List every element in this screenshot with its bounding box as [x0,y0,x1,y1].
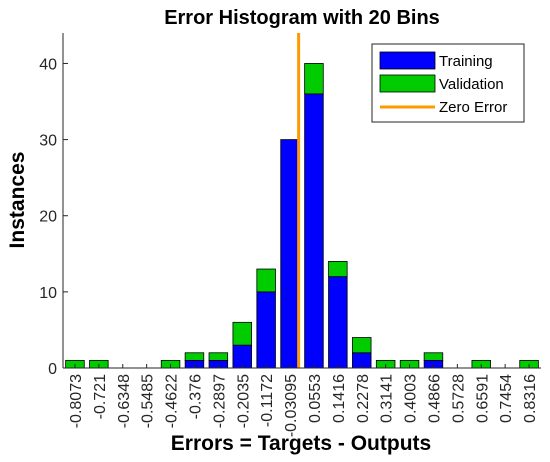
x-tick-label: -0.6348 [116,374,133,428]
x-ticks-group: -0.8073 -0.721 -0.6348 -0.5485 -0.4622 -0.376… [68,364,539,437]
bar-validation-8 [256,268,276,293]
x-tick-label: -0.2897 [211,374,228,428]
x-tick-label: -0.2035 [235,374,252,428]
x-tick-label: 0.2278 [355,374,372,423]
x-tick-label: 0.6591 [474,374,491,423]
legend-training-label: Training [439,53,493,70]
axes-group [62,33,541,369]
x-tick-label: -0.8073 [68,374,85,428]
y-axis-label: Instances [6,152,29,249]
x-axis-label: Errors = Targets - Outputs [171,432,431,455]
chart-title: Error Histogram with 20 Bins [164,7,440,29]
x-tick-label: -0.1172 [259,374,276,427]
bar-training-11 [328,276,348,369]
x-tick-label: 0.7454 [498,374,515,423]
x-tick-label: 0.3141 [379,374,396,423]
y-tick-label: 30 [39,133,57,150]
y-tick-label: 10 [39,285,57,302]
x-tick-label: 0.5728 [450,374,467,423]
x-tick-label: -0.376 [187,374,204,419]
x-tick-label: 0.4003 [403,374,420,423]
x-tick-label: -0.721 [92,374,109,419]
x-tick-label: 0.1416 [331,374,348,423]
y-tick-label: 0 [48,361,57,378]
bar-validation-10 [304,63,324,95]
y-tick-label: 20 [39,209,57,226]
bar-validation-5 [184,352,205,361]
y-ticks-group: 0 10 20 30 40 [39,56,68,378]
bar-validation-12 [352,337,372,354]
x-tick-label: -0.03095 [283,374,300,437]
legend-validation-label: Validation [439,76,504,93]
bar-validation-11 [328,261,348,278]
legend-zero-error-label: Zero Error [439,99,507,116]
bar-validation-7 [232,321,252,346]
x-tick-label: 0.4866 [426,374,443,423]
legend-validation-swatch [379,74,436,93]
x-tick-label: 0.8316 [522,374,539,423]
y-tick-label: 40 [39,56,57,73]
legend-training-swatch [379,51,436,70]
bar-validation-15 [423,352,444,361]
bar-training-8 [256,291,276,369]
x-tick-label: 0.0553 [307,374,324,423]
bar-training-10 [304,93,324,369]
bar-validation-6 [208,352,229,361]
x-tick-label: -0.5485 [140,374,157,428]
legend: Training Validation Zero Error [371,43,525,123]
bar-training-9 [280,139,300,369]
x-tick-label: -0.4622 [164,374,181,428]
